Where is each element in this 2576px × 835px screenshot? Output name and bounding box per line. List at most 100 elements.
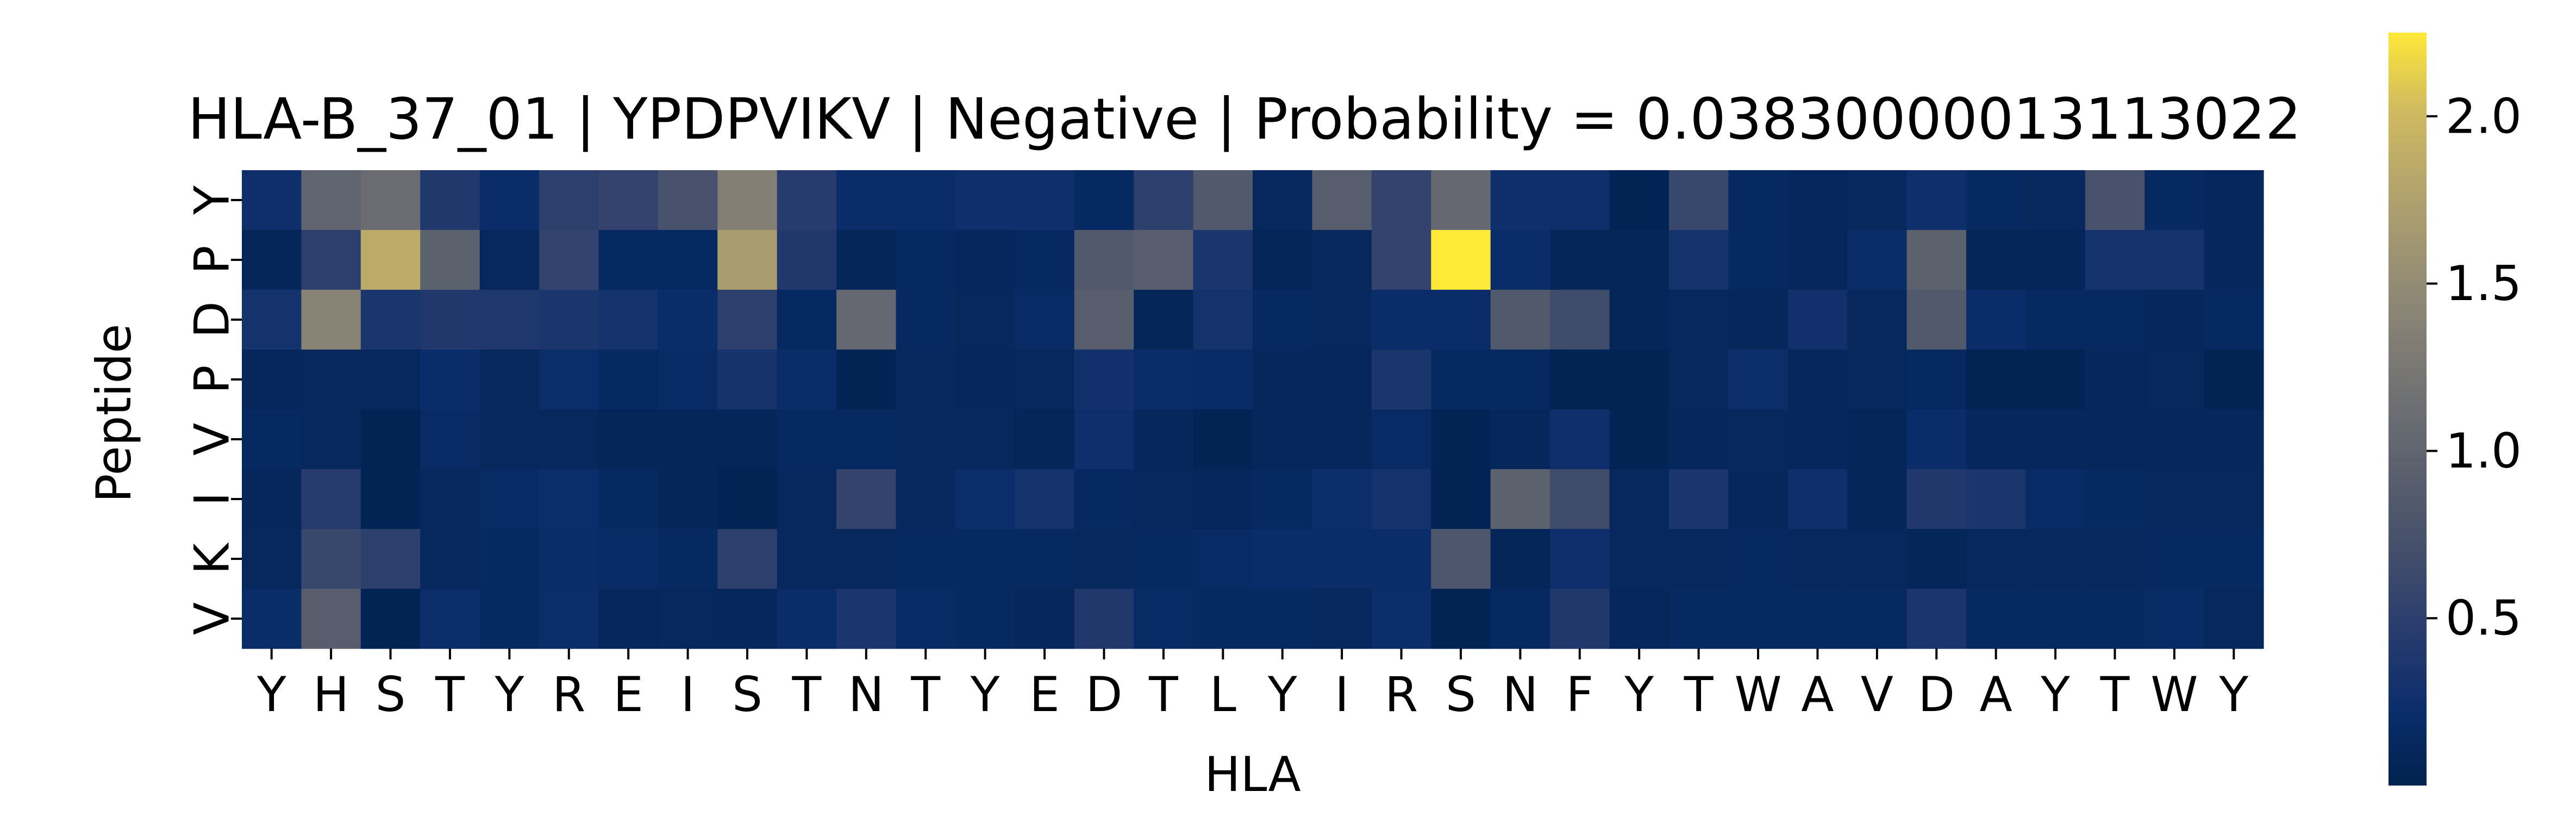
- heatmap-cell: [301, 230, 361, 290]
- heatmap-cell: [1847, 469, 1908, 529]
- heatmap-cell: [1490, 529, 1550, 589]
- heatmap-cell: [1728, 409, 1789, 470]
- heatmap-cell: [539, 469, 599, 529]
- heatmap-cell: [2025, 589, 2086, 649]
- heatmap-cell: [598, 170, 659, 230]
- heatmap-cell: [1253, 529, 1313, 589]
- x-tick-label: Y: [494, 666, 524, 722]
- heatmap-cell: [1312, 469, 1372, 529]
- heatmap-cell: [1787, 409, 1848, 470]
- y-ticks: YPDPVIKV: [184, 185, 242, 635]
- heatmap-cell: [420, 469, 480, 529]
- heatmap-cell: [301, 290, 361, 350]
- heatmap-cell: [1431, 589, 1491, 649]
- heatmap-cell: [1193, 170, 1253, 230]
- heatmap-cell: [1906, 469, 1967, 529]
- heatmap-cell: [717, 589, 778, 649]
- x-tick-label: S: [1446, 666, 1476, 722]
- heatmap-cell: [896, 350, 956, 410]
- heatmap-cell: [1906, 170, 1967, 230]
- colorbar-tick-label: 1.0: [2446, 423, 2522, 479]
- heatmap-cell: [658, 409, 718, 470]
- heatmap-cell: [1015, 409, 1075, 470]
- heatmap-cell: [539, 170, 599, 230]
- x-tick-label: N: [1502, 666, 1538, 722]
- heatmap-cell: [301, 529, 361, 589]
- heatmap-cell: [479, 469, 540, 529]
- heatmap-cell: [1550, 290, 1610, 350]
- heatmap-cell: [242, 230, 302, 290]
- heatmap-cell: [539, 589, 599, 649]
- heatmap-cell: [836, 589, 897, 649]
- heatmap-cell: [1253, 170, 1313, 230]
- heatmap-cell: [1728, 290, 1789, 350]
- heatmap-cell: [1609, 230, 1670, 290]
- heatmap-cell: [242, 170, 302, 230]
- heatmap-cell: [1966, 230, 2026, 290]
- heatmap-cell: [1787, 589, 1848, 649]
- heatmap-cell: [242, 350, 302, 410]
- x-tick-label: F: [1566, 666, 1593, 722]
- heatmap-cell: [1609, 529, 1670, 589]
- heatmap-cell: [242, 469, 302, 529]
- heatmap-cell: [1312, 350, 1372, 410]
- heatmap-cell: [360, 230, 421, 290]
- heatmap-cell: [242, 529, 302, 589]
- heatmap-cell: [658, 290, 718, 350]
- heatmap-cell: [2204, 589, 2264, 649]
- heatmap-cell: [1906, 589, 1967, 649]
- heatmap-cell: [717, 529, 778, 589]
- heatmap-cell: [1728, 529, 1789, 589]
- heatmap-cell: [301, 170, 361, 230]
- heatmap-cell: [479, 529, 540, 589]
- heatmap-cell: [777, 589, 837, 649]
- heatmap-cell: [2025, 350, 2086, 410]
- heatmap-cell: [1193, 290, 1253, 350]
- colorbar-tick-label: 2.0: [2446, 88, 2522, 144]
- heatmap-cell: [2085, 230, 2145, 290]
- heatmap-cell: [1134, 170, 1194, 230]
- heatmap-cell: [539, 290, 599, 350]
- x-tick-label: W: [2150, 666, 2198, 722]
- heatmap-cell: [1609, 409, 1670, 470]
- heatmap-cell: [2204, 409, 2264, 470]
- heatmap-cell: [836, 230, 897, 290]
- x-tick-label: T: [1684, 666, 1714, 722]
- x-tick-label: E: [613, 666, 643, 722]
- heatmap-cell: [1847, 589, 1908, 649]
- heatmap-cell: [1312, 230, 1372, 290]
- heatmap-cell: [1668, 589, 1729, 649]
- heatmap-cell: [539, 350, 599, 410]
- heatmap-cell: [420, 350, 480, 410]
- x-tick-label: Y: [2218, 666, 2248, 722]
- heatmap-cell: [2204, 350, 2264, 410]
- x-tick-label: Y: [1267, 666, 1297, 722]
- heatmap-cell: [1253, 409, 1313, 470]
- heatmap-cell: [777, 409, 837, 470]
- heatmap-cell: [1371, 589, 1431, 649]
- chart-title: HLA-B_37_01 | YPDPVIKV | Negative | Prob…: [188, 86, 2302, 152]
- y-tick-label: K: [184, 542, 240, 575]
- colorbar-ticks: 0.5 1.0 1.5 2.0: [2427, 88, 2522, 646]
- x-tick-label: A: [1980, 666, 2012, 722]
- x-tick-label: D: [1086, 666, 1123, 722]
- heatmap-cell: [1847, 170, 1908, 230]
- heatmap-cell: [1490, 290, 1550, 350]
- heatmap-cell: [1490, 170, 1550, 230]
- heatmap-cell: [1550, 170, 1610, 230]
- heatmap-cell: [836, 409, 897, 470]
- heatmap-cell: [717, 290, 778, 350]
- heatmap-cell: [1668, 529, 1729, 589]
- heatmap-cell: [2204, 290, 2264, 350]
- x-tick-label: L: [1210, 666, 1236, 722]
- heatmap-cell: [955, 589, 1015, 649]
- heatmap-cell: [1668, 409, 1729, 470]
- heatmap-cell: [420, 589, 480, 649]
- heatmap-cell: [2204, 170, 2264, 230]
- heatmap-cell: [1550, 230, 1610, 290]
- heatmap-cell: [360, 529, 421, 589]
- heatmap-cell: [2085, 350, 2145, 410]
- heatmap-cell: [777, 170, 837, 230]
- heatmap-cell: [1134, 529, 1194, 589]
